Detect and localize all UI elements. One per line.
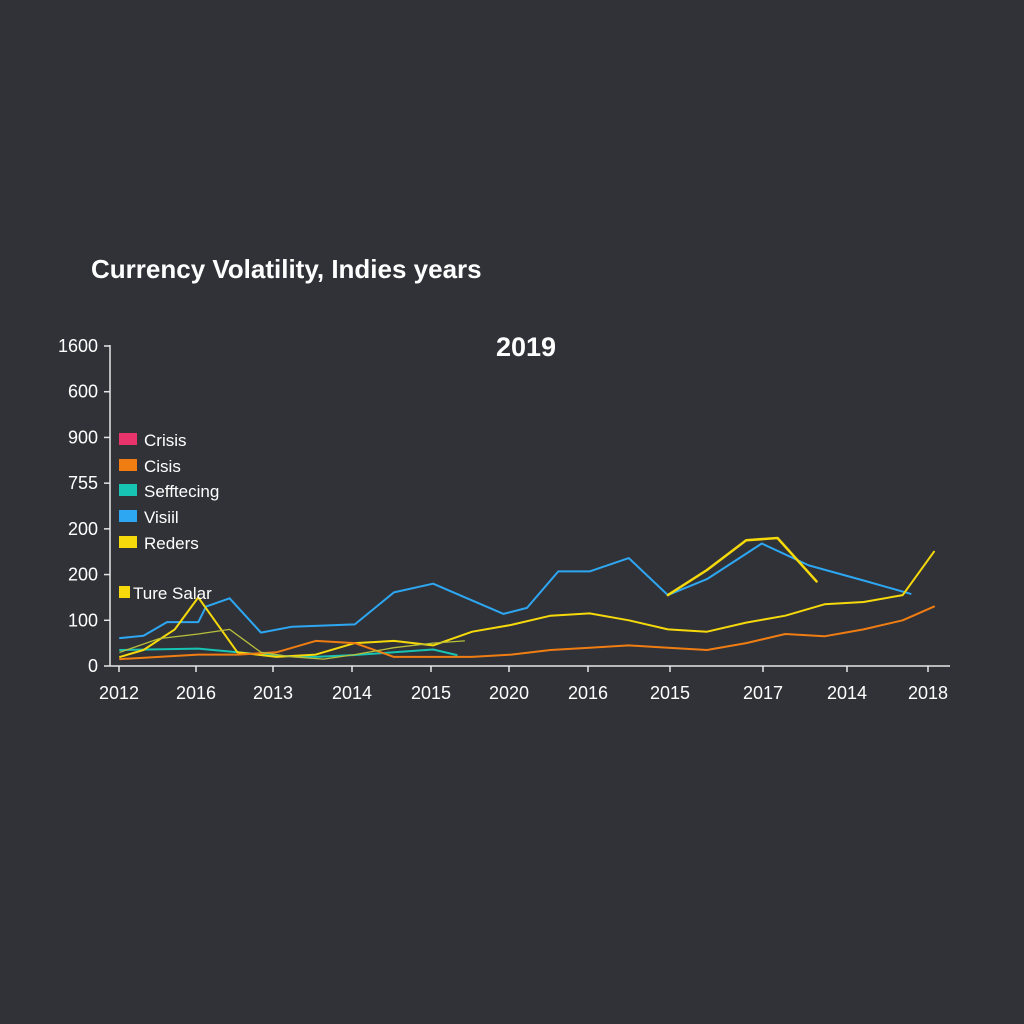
- chart-subtitle: 2019: [496, 332, 556, 362]
- legend-swatch: [119, 536, 137, 548]
- y-tick-label: 1600: [58, 336, 98, 356]
- x-tick-label: 2015: [411, 683, 451, 703]
- y-axis-ticks: 0 100 200 200 755 900 600 1600: [58, 336, 110, 676]
- legend-label: Sefftecing: [144, 482, 219, 501]
- legend-label: Crisis: [144, 431, 187, 450]
- y-tick-label: 200: [68, 565, 98, 585]
- legend-label: Ture Salar: [133, 584, 212, 603]
- series-line-ture-salar: [666, 536, 818, 597]
- legend-swatch: [119, 433, 137, 445]
- x-tick-label: 2013: [253, 683, 293, 703]
- x-tick-label: 2014: [332, 683, 372, 703]
- x-tick-label: 2018: [908, 683, 948, 703]
- y-tick-label: 900: [68, 427, 98, 447]
- y-tick-label: 600: [68, 382, 98, 402]
- series-line-crisis: [119, 628, 466, 660]
- x-tick-label: 2015: [650, 683, 690, 703]
- y-tick-label: 200: [68, 519, 98, 539]
- series-line-sefftecing: [119, 647, 458, 658]
- y-tick-label: 755: [68, 473, 98, 493]
- series-line-cisis: [119, 605, 935, 661]
- x-tick-label: 2016: [176, 683, 216, 703]
- series-line-visiil: [119, 542, 912, 640]
- legend-swatch: [119, 484, 137, 496]
- series-line-reders: [119, 550, 935, 658]
- x-tick-label: 2016: [568, 683, 608, 703]
- legend-swatch: [119, 459, 137, 471]
- x-axis-ticks: 2012 2016 2013 2014 2015 2020 2016 2015 2017 2014…: [99, 666, 948, 703]
- legend: Crisis Cisis Sefftecing Visiil Reders Ture Sa…: [119, 431, 219, 603]
- x-tick-label: 2014: [827, 683, 867, 703]
- series-layer: [119, 536, 935, 661]
- chart-title: Currency Volatility, Indies years: [91, 254, 482, 284]
- legend-label: Visiil: [144, 508, 179, 527]
- x-tick-label: 2012: [99, 683, 139, 703]
- legend-swatch: [119, 586, 130, 598]
- axes: [109, 345, 950, 667]
- y-tick-label: 100: [68, 610, 98, 630]
- y-tick-label: 0: [88, 656, 98, 676]
- x-tick-label: 2017: [743, 683, 783, 703]
- legend-label: Cisis: [144, 457, 181, 476]
- legend-label: Reders: [144, 534, 199, 553]
- x-tick-label: 2020: [489, 683, 529, 703]
- legend-swatch: [119, 510, 137, 522]
